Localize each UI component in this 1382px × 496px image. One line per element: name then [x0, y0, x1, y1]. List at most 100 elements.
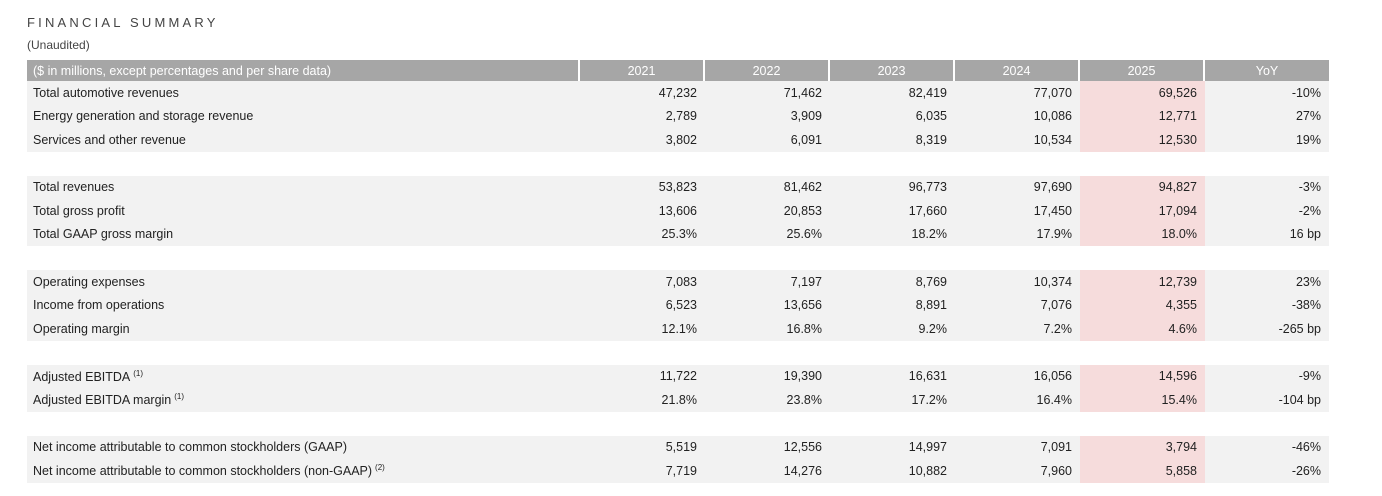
value-2024: 7,960: [955, 459, 1080, 483]
row-label: Net income attributable to common stockh…: [27, 435, 580, 459]
row-label: Total automotive revenues: [27, 81, 580, 105]
row-label: Energy generation and storage revenue: [27, 104, 580, 128]
value-2021: 12.1%: [580, 317, 705, 341]
spacer-cell: [27, 340, 1329, 365]
value-yoy: 16 bp: [1205, 222, 1329, 246]
group-spacer: [27, 340, 1329, 365]
value-2023: 10,882: [830, 459, 955, 483]
value-2021: 7,719: [580, 459, 705, 483]
row-label-text: Services and other revenue: [33, 132, 186, 147]
row-label-text: Operating expenses: [33, 274, 145, 289]
group-spacer: [27, 151, 1329, 176]
value-2022: 20,853: [705, 199, 830, 223]
value-2021: 21.8%: [580, 388, 705, 412]
row-label-text: Net income attributable to common stockh…: [33, 464, 373, 479]
value-2024: 97,690: [955, 175, 1080, 199]
financial-summary-table: ($ in millions, except percentages and p…: [27, 60, 1329, 483]
spacer-cell: [27, 411, 1329, 436]
value-2023: 16,631: [830, 364, 955, 388]
value-2022: 19,390: [705, 364, 830, 388]
table-row: Total automotive revenues 47,232 71,462 82,…: [27, 81, 1329, 105]
row-label-text: Total automotive revenues: [33, 85, 179, 100]
column-header-2023: 2023: [830, 60, 955, 81]
row-label-text: Energy generation and storage revenue: [33, 109, 254, 124]
value-2022: 12,556: [705, 435, 830, 459]
value-2023: 8,319: [830, 128, 955, 152]
column-header-2025: 2025: [1080, 60, 1205, 81]
row-label: Net income attributable to common stockh…: [27, 459, 580, 483]
page-subtitle: (Unaudited): [27, 38, 90, 52]
value-2024: 10,534: [955, 128, 1080, 152]
table-row: Total GAAP gross margin 25.3% 25.6% 18.2% 17…: [27, 222, 1329, 246]
group-spacer: [27, 246, 1329, 270]
table-row: Income from operations 6,523 13,656 8,891 7,…: [27, 293, 1329, 317]
value-2023: 96,773: [830, 175, 955, 199]
value-2025: 17,094: [1080, 199, 1205, 223]
row-label: Total revenues: [27, 175, 580, 199]
value-2025: 12,530: [1080, 128, 1205, 152]
table-body: Total automotive revenues 47,232 71,462 82,…: [27, 81, 1329, 483]
row-label: Services and other revenue: [27, 128, 580, 152]
value-2022: 71,462: [705, 81, 830, 105]
value-2021: 2,789: [580, 104, 705, 128]
value-2025: 94,827: [1080, 175, 1205, 199]
table-row: Net income attributable to common stockh…: [27, 459, 1329, 483]
table-row: Adjusted EBITDA (1) 11,722 19,390 16,631 16,0…: [27, 364, 1329, 388]
value-2022: 14,276: [705, 459, 830, 483]
value-2022: 3,909: [705, 104, 830, 128]
value-yoy: 23%: [1205, 270, 1329, 294]
value-2022: 7,197: [705, 270, 830, 294]
value-2023: 17,660: [830, 199, 955, 223]
value-yoy: -26%: [1205, 459, 1329, 483]
value-2023: 9.2%: [830, 317, 955, 341]
column-header-yoy: YoY: [1205, 60, 1329, 81]
footnote-marker: (2): [375, 463, 385, 473]
row-label: Income from operations: [27, 293, 580, 317]
value-2023: 14,997: [830, 435, 955, 459]
footnote-marker: (1): [174, 392, 185, 402]
value-2025: 69,526: [1080, 81, 1205, 105]
table-row: Total revenues 53,823 81,462 96,773 97,690 94…: [27, 175, 1329, 199]
value-2025: 5,858: [1080, 459, 1205, 483]
column-header-2024: 2024: [955, 60, 1080, 81]
row-label: Total GAAP gross margin: [27, 222, 580, 246]
row-label-text: Total GAAP gross margin: [33, 227, 174, 242]
value-2024: 16,056: [955, 364, 1080, 388]
row-label-text: Net income attributable to common stockh…: [33, 440, 348, 455]
column-header-2021: 2021: [580, 60, 705, 81]
value-2022: 81,462: [705, 175, 830, 199]
table-row: Energy generation and storage revenue 2,7…: [27, 104, 1329, 128]
value-2024: 16.4%: [955, 388, 1080, 412]
value-2024: 10,086: [955, 104, 1080, 128]
value-2023: 8,891: [830, 293, 955, 317]
value-2022: 23.8%: [705, 388, 830, 412]
group-spacer: [27, 411, 1329, 436]
column-header-2022: 2022: [705, 60, 830, 81]
value-2025: 4.6%: [1080, 317, 1205, 341]
value-yoy: 19%: [1205, 128, 1329, 152]
value-2025: 3,794: [1080, 435, 1205, 459]
value-2025: 14,596: [1080, 364, 1205, 388]
value-2021: 3,802: [580, 128, 705, 152]
table-row: Total gross profit 13,606 20,853 17,660 17,4…: [27, 199, 1329, 223]
table-header-row: ($ in millions, except percentages and p…: [27, 60, 1329, 81]
value-2021: 7,083: [580, 270, 705, 294]
footnote-marker: (1): [133, 368, 144, 378]
row-label-text: Total gross profit: [33, 203, 125, 218]
value-yoy: 27%: [1205, 104, 1329, 128]
value-2022: 13,656: [705, 293, 830, 317]
value-2023: 8,769: [830, 270, 955, 294]
value-2025: 12,771: [1080, 104, 1205, 128]
column-header-description: ($ in millions, except percentages and p…: [27, 60, 580, 81]
value-2025: 18.0%: [1080, 222, 1205, 246]
value-2023: 18.2%: [830, 222, 955, 246]
value-2021: 53,823: [580, 175, 705, 199]
row-label-text: Operating margin: [33, 321, 130, 336]
value-2025: 12,739: [1080, 270, 1205, 294]
value-2023: 6,035: [830, 104, 955, 128]
value-2023: 82,419: [830, 81, 955, 105]
value-yoy: -10%: [1205, 81, 1329, 105]
row-label-text: Total revenues: [33, 180, 115, 195]
value-yoy: -38%: [1205, 293, 1329, 317]
